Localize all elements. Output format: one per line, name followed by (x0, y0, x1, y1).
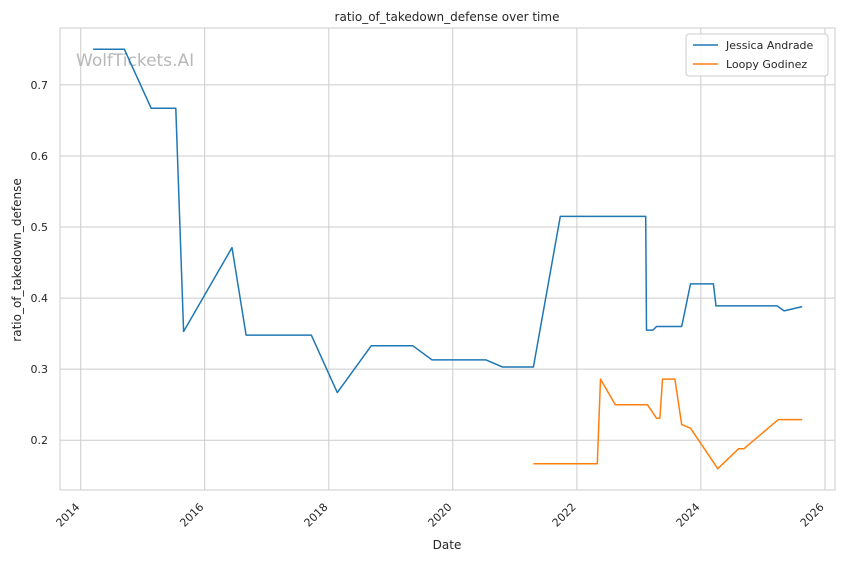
x-tick-label: 2026 (798, 501, 827, 530)
x-tick-label: 2020 (426, 501, 455, 530)
x-tick-label: 2024 (674, 501, 703, 530)
y-tick-label: 0.3 (31, 363, 49, 376)
x-axis-label: Date (433, 538, 462, 552)
legend: Jessica Andrade Loopy Godinez (685, 33, 829, 77)
y-tick-label: 0.6 (31, 150, 49, 163)
legend-label-loopy-godinez: Loopy Godinez (726, 58, 807, 71)
watermark: WolfTickets.AI (76, 51, 194, 71)
y-tick-label: 0.7 (31, 79, 49, 92)
series-line-loopy-godinez (533, 378, 803, 470)
chart-title: ratio_of_takedown_defense over time (335, 10, 560, 24)
y-tick-label: 0.2 (31, 434, 49, 447)
y-tick-label: 0.5 (31, 221, 49, 234)
x-tick-label: 2022 (550, 501, 579, 530)
plot-area (59, 27, 836, 491)
series-lines (93, 48, 803, 470)
x-tick-label: 2016 (177, 501, 206, 530)
series-line-jessica-andrade (93, 48, 803, 394)
y-tick-label: 0.4 (31, 292, 49, 305)
legend-box (685, 33, 829, 77)
y-axis-label: ratio_of_takedown_defense (10, 178, 24, 341)
legend-label-jessica-andrade: Jessica Andrade (725, 39, 814, 52)
x-tick-label: 2018 (302, 501, 331, 530)
grid-lines (60, 28, 835, 490)
x-tick-label: 2014 (54, 501, 83, 530)
